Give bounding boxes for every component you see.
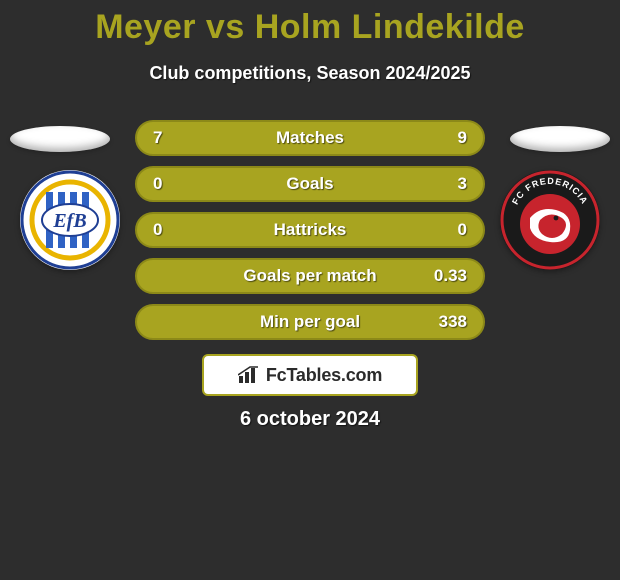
watermark-badge: FcTables.com <box>202 354 418 396</box>
stat-row: Goals per match0.33 <box>135 258 485 294</box>
club-crest-left: EfB <box>20 170 120 270</box>
crest-right-svg: FC FREDERICIA <box>500 170 600 270</box>
watermark-text: FcTables.com <box>266 365 382 386</box>
comparison-infographic: Meyer vs Holm Lindekilde Club competitio… <box>0 0 620 580</box>
player-shadow-left <box>10 126 110 152</box>
stat-row: Min per goal338 <box>135 304 485 340</box>
stat-row: 7Matches9 <box>135 120 485 156</box>
stat-value-right: 0.33 <box>427 266 467 286</box>
club-crest-right: FC FREDERICIA <box>500 170 600 270</box>
stat-value-right: 0 <box>427 220 467 240</box>
stat-value-left: 7 <box>153 128 193 148</box>
page-subtitle: Club competitions, Season 2024/2025 <box>0 63 620 84</box>
crest-left-text: EfB <box>52 210 86 232</box>
page-title: Meyer vs Holm Lindekilde <box>0 0 620 47</box>
stat-value-right: 9 <box>427 128 467 148</box>
stat-row: 0Goals3 <box>135 166 485 202</box>
infographic-date: 6 october 2024 <box>0 408 620 431</box>
stat-value-left: 0 <box>153 220 193 240</box>
stat-value-left: 0 <box>153 174 193 194</box>
stat-value-right: 3 <box>427 174 467 194</box>
stat-value-right: 338 <box>427 312 467 332</box>
bar-chart-icon <box>238 366 260 384</box>
player-shadow-right <box>510 126 610 152</box>
crest-left-svg: EfB <box>20 170 120 270</box>
stat-row: 0Hattricks0 <box>135 212 485 248</box>
stats-panel: 7Matches9 0Goals3 0Hattricks0 Goals per mat… <box>135 120 485 350</box>
